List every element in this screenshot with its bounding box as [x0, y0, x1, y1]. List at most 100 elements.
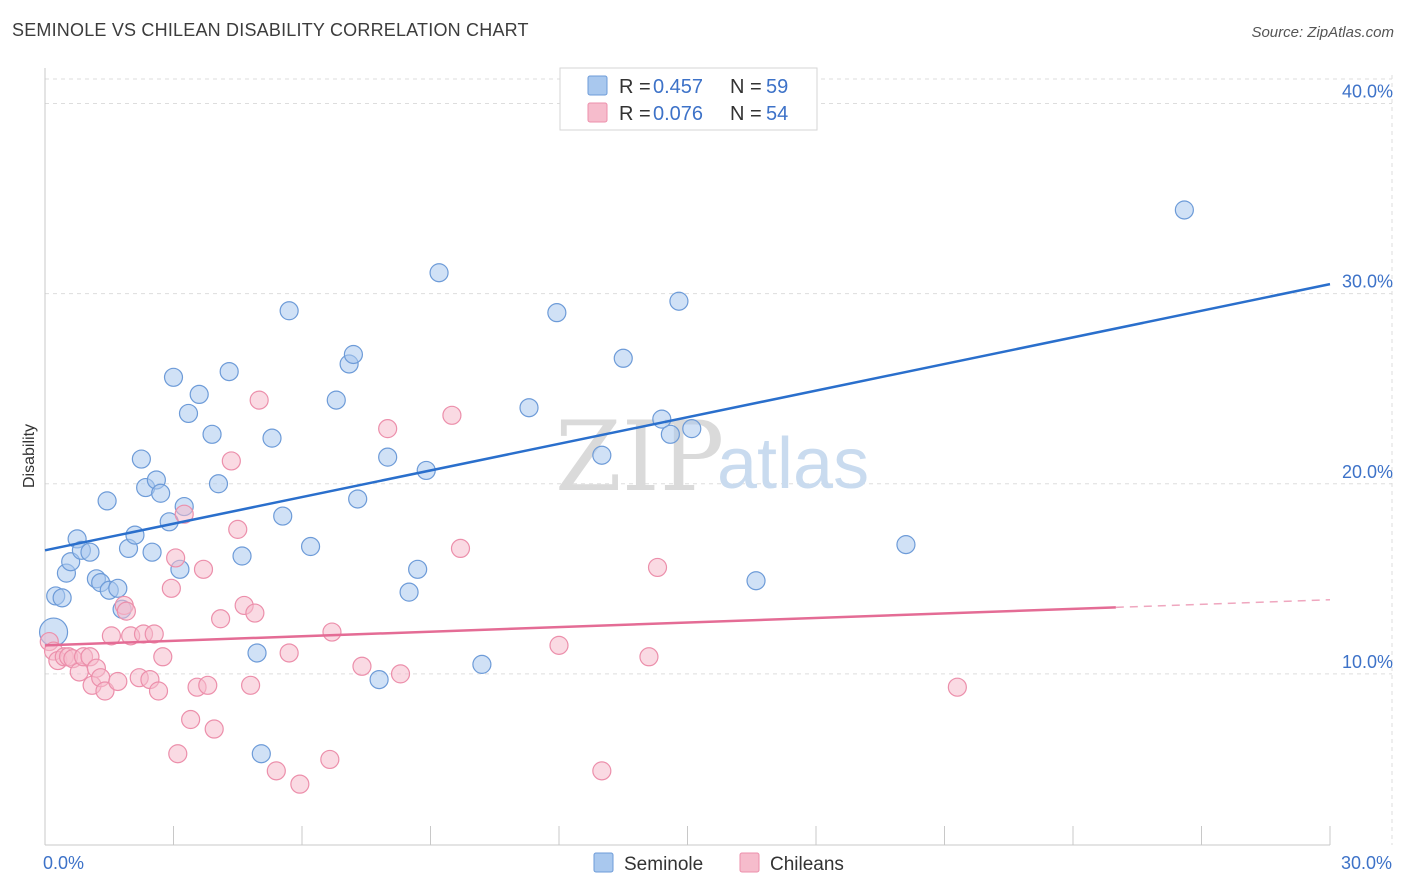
point-seminole-40: [348, 489, 368, 509]
point-chileans-12: [95, 681, 115, 701]
point-chileans-49: [450, 538, 471, 559]
y-axis-label: Disability: [21, 424, 38, 488]
points-layer: [38, 200, 1194, 794]
point-chileans-38: [245, 603, 265, 623]
point-seminole-7: [80, 542, 100, 562]
point-chileans-54: [947, 677, 967, 697]
chart-title: SEMINOLE VS CHILEAN DISABILITY CORRELATI…: [12, 20, 529, 40]
point-chileans-37: [241, 675, 261, 695]
point-seminole-33: [262, 428, 282, 448]
watermark: ZIP atlas: [555, 401, 869, 513]
axes-layer: 10.0% 20.0% 30.0% 40.0% 0.0% 30.0%: [43, 68, 1393, 873]
point-chileans-16: [116, 601, 136, 621]
legend-r-value-chileans: 0.076: [653, 103, 703, 125]
y-tick-label-3: 40.0%: [1342, 82, 1393, 102]
point-seminole-50: [592, 445, 612, 465]
point-seminole-26: [189, 384, 209, 405]
point-seminole-37: [326, 390, 346, 410]
legend-r-label-chileans: R =: [619, 103, 651, 125]
point-seminole-12: [108, 578, 128, 598]
point-seminole-46: [429, 263, 449, 283]
point-seminole-30: [232, 546, 252, 566]
trend-layer: [44, 282, 1331, 647]
legend: R = 0.457 N = 59 R = 0.076 N = 54: [559, 67, 818, 131]
legend-r-value-seminole: 0.457: [653, 76, 703, 98]
point-seminole-58: [1174, 200, 1194, 220]
point-chileans-41: [279, 643, 299, 663]
point-seminole-15: [125, 525, 145, 545]
point-chileans-34: [221, 451, 241, 471]
y-tick-label-2: 30.0%: [1342, 272, 1393, 292]
point-chileans-40: [266, 761, 286, 781]
point-chileans-22: [148, 681, 169, 701]
point-seminole-18: [142, 542, 162, 562]
point-seminole-44: [408, 559, 428, 579]
point-seminole-10: [97, 491, 117, 511]
point-chileans-42: [290, 774, 310, 794]
y-tick-label-1: 20.0%: [1342, 462, 1393, 482]
point-seminole-41: [378, 447, 398, 467]
bottom-legend-label-seminole: Seminole: [624, 854, 703, 875]
point-chileans-39: [249, 390, 269, 410]
legend-n-label-chileans: N =: [730, 103, 762, 125]
bottom-legend-label-chileans: Chileans: [770, 854, 844, 875]
trend-line-dashed-chileans: [1115, 598, 1331, 609]
point-seminole-51: [613, 348, 633, 368]
legend-n-label-seminole: N =: [730, 76, 762, 98]
source-label: Source: ZipAtlas.com: [1251, 24, 1394, 41]
point-seminole-34: [273, 506, 293, 526]
point-chileans-52: [639, 647, 659, 667]
point-seminole-31: [247, 643, 267, 663]
point-seminole-25: [178, 403, 199, 424]
point-chileans-35: [228, 519, 248, 539]
legend-r-label-seminole: R =: [619, 76, 651, 98]
trend-line-seminole: [44, 282, 1331, 552]
bottom-legend: Seminole Chileans: [593, 852, 844, 875]
point-seminole-49: [547, 303, 567, 323]
point-chileans-31: [198, 675, 218, 695]
point-seminole-57: [896, 535, 916, 555]
point-chileans-24: [161, 578, 181, 598]
bottom-legend-swatch-seminole: [593, 852, 614, 873]
point-seminole-22: [163, 367, 184, 387]
watermark-zip: ZIP: [555, 401, 724, 513]
point-chileans-33: [211, 609, 231, 629]
point-seminole-36: [300, 536, 321, 557]
point-chileans-43: [320, 749, 340, 770]
legend-n-value-chileans: 54: [766, 103, 788, 125]
point-seminole-2: [52, 588, 72, 608]
point-seminole-27: [202, 424, 222, 444]
point-seminole-56: [746, 571, 766, 591]
point-seminole-32: [251, 744, 271, 764]
point-chileans-28: [181, 709, 201, 730]
x-tick-label-1: 30.0%: [1341, 853, 1392, 873]
point-chileans-50: [549, 635, 569, 655]
point-chileans-30: [193, 559, 214, 579]
point-chileans-27: [174, 504, 194, 524]
point-seminole-20: [151, 483, 171, 503]
point-chileans-14: [108, 671, 128, 692]
point-chileans-48: [442, 405, 462, 425]
point-seminole-16: [131, 449, 151, 469]
point-chileans-46: [378, 419, 398, 439]
point-seminole-42: [369, 669, 389, 690]
point-chileans-53: [647, 557, 668, 578]
x-tick-label-0: 0.0%: [43, 853, 84, 873]
point-seminole-29: [219, 361, 239, 382]
point-chileans-13: [101, 626, 121, 646]
point-chileans-25: [166, 548, 186, 568]
point-seminole-55: [682, 419, 702, 439]
point-chileans-44: [322, 622, 342, 642]
y-tick-label-0: 10.0%: [1342, 652, 1393, 672]
legend-swatch-chileans: [587, 102, 608, 123]
legend-n-value-seminole: 59: [766, 76, 788, 98]
trend-line-chileans: [44, 606, 1116, 647]
point-seminole-39: [343, 344, 363, 365]
point-seminole-35: [279, 301, 299, 321]
bottom-legend-swatch-chileans: [739, 852, 760, 873]
point-seminole-43: [399, 582, 419, 602]
point-chileans-26: [168, 744, 188, 764]
point-chileans-45: [352, 656, 372, 676]
point-chileans-23: [153, 647, 173, 667]
point-chileans-21: [144, 624, 164, 644]
